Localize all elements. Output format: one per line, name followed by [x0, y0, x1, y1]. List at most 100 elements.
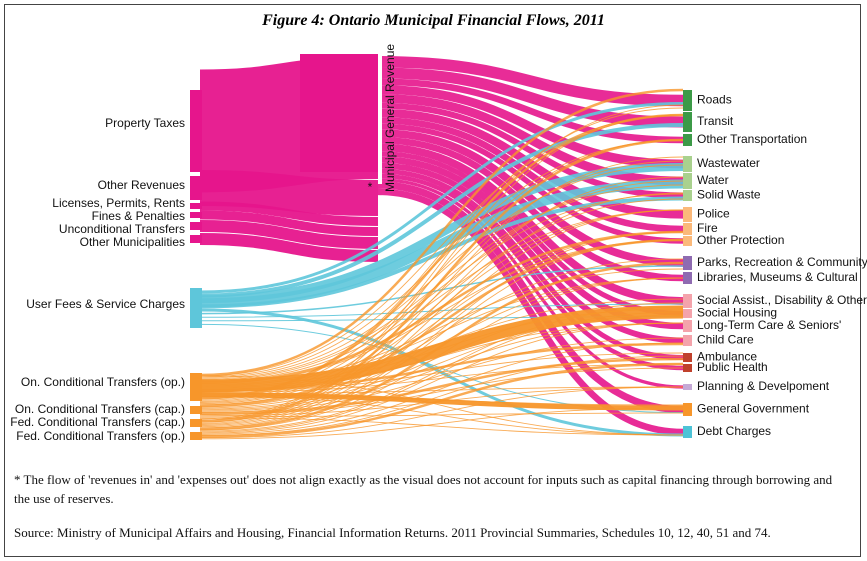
title: Figure 4: Ontario Municipal Financial Fl…	[262, 12, 605, 29]
destination-label: General Government	[697, 402, 810, 416]
source-node	[190, 288, 202, 328]
destination-node	[683, 403, 692, 416]
source-node	[190, 373, 202, 401]
destination-node	[683, 364, 692, 372]
flow	[199, 192, 684, 425]
source-label: Fed. Conditional Transfers (cap.)	[10, 415, 185, 429]
destination-node	[683, 294, 692, 308]
destination-label: Ambulance	[697, 350, 757, 364]
flow	[199, 210, 379, 236]
flow	[199, 303, 684, 318]
destination-label: Libraries, Museums & Cultural	[697, 270, 858, 284]
source-label: On. Conditional Transfers (cap.)	[15, 402, 185, 416]
destination-node	[683, 320, 692, 332]
destination-node	[683, 90, 692, 111]
flow	[377, 129, 684, 267]
flow	[377, 162, 684, 344]
flow	[377, 117, 684, 233]
source-label: Fines & Penalties	[92, 209, 185, 223]
source: Source: Ministry of Municipal Affairs an…	[14, 525, 771, 540]
flow	[377, 168, 684, 360]
destination-node	[683, 134, 692, 146]
flow	[377, 78, 684, 144]
destination-node	[683, 207, 692, 222]
destination-node	[683, 272, 692, 284]
source-label: Other Revenues	[98, 178, 185, 192]
source-label: Licenses, Permits, Rents	[52, 196, 185, 210]
source-node	[190, 235, 202, 243]
destination-label: Parks, Recreation & Community	[697, 255, 867, 269]
middle-node	[300, 54, 378, 172]
source-node	[190, 212, 202, 218]
destination-node	[683, 112, 692, 132]
flow	[199, 164, 684, 379]
destination-node	[683, 353, 692, 362]
flow	[199, 170, 379, 216]
flows	[199, 56, 684, 440]
destination-node	[683, 426, 692, 438]
destination-node	[683, 384, 692, 390]
flow	[377, 102, 684, 199]
flow	[377, 56, 684, 107]
flow	[199, 88, 684, 377]
flow	[199, 342, 684, 435]
destination-label: Long-Term Care & Seniors'	[697, 318, 841, 332]
destination-label: Other Protection	[697, 233, 784, 247]
destination-node	[683, 309, 692, 318]
frame	[4, 4, 861, 557]
middle-label: Municipal General Revenue	[383, 44, 397, 192]
flow	[199, 209, 684, 383]
destination-node	[683, 190, 692, 201]
destination-label: Wastewater	[697, 156, 760, 170]
source-node	[190, 176, 202, 200]
flow	[199, 114, 684, 421]
source-node	[190, 432, 202, 440]
destination-label: Solid Waste	[697, 188, 761, 202]
flow	[199, 201, 379, 226]
destination-node	[683, 173, 692, 189]
flow	[199, 156, 684, 423]
sankey: Property Taxes Other Revenues Licenses, Pe…	[10, 44, 867, 444]
destination-node	[683, 156, 692, 172]
flow	[199, 233, 379, 262]
source-label: Other Municipalities	[80, 235, 185, 249]
note-marker: *	[368, 180, 373, 194]
flow	[199, 239, 684, 429]
flow	[199, 102, 684, 294]
flow	[199, 114, 684, 377]
flow	[199, 139, 684, 378]
destination-label: Police	[697, 207, 730, 221]
source-label: User Fees & Service Charges	[26, 297, 185, 311]
footnote: * The flow of 'revenues in' and 'expense…	[14, 472, 833, 506]
destination-label: Debt Charges	[697, 424, 771, 438]
destination-label: Child Care	[697, 333, 754, 347]
destination-label: Fire	[697, 221, 718, 235]
source-label: Unconditional Transfers	[59, 222, 185, 236]
destination-label: Social Assist., Disability & Other	[697, 293, 867, 307]
source-node	[190, 90, 202, 172]
destination-label: Public Health	[697, 360, 768, 374]
destination-label: Planning & Develpoment	[697, 379, 830, 393]
destination-node	[683, 223, 692, 235]
source-label: Fed. Conditional Transfers (op.)	[16, 429, 185, 443]
flow	[199, 209, 684, 405]
flow	[199, 258, 684, 408]
flow	[199, 193, 684, 381]
source-node	[190, 222, 202, 230]
source-node	[190, 203, 202, 209]
flow	[199, 176, 684, 424]
flow	[199, 392, 684, 411]
flow	[199, 231, 684, 428]
flow	[199, 209, 684, 427]
destination-node	[683, 236, 692, 246]
flow	[377, 178, 684, 389]
flow	[377, 85, 684, 169]
flow	[377, 108, 684, 219]
flow	[199, 386, 684, 439]
flow	[199, 180, 684, 402]
flow	[377, 93, 684, 186]
flow	[199, 355, 684, 436]
destination-label: Other Transportation	[697, 132, 807, 146]
flow	[199, 417, 684, 436]
